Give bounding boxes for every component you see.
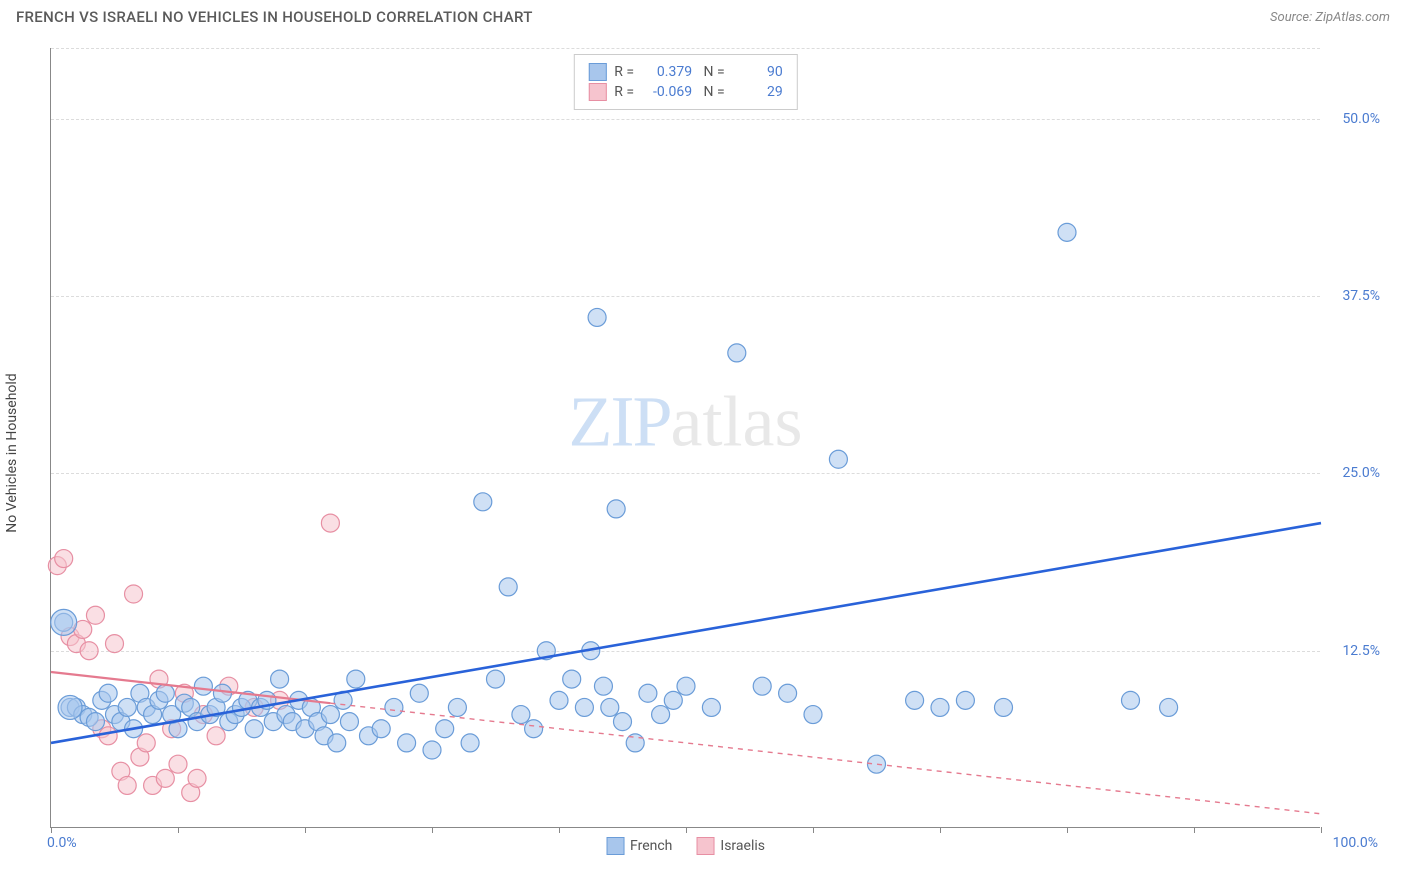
stat-r-label: R = — [614, 84, 634, 100]
x-axis-end-label: 100.0% — [1333, 835, 1378, 851]
chart-title: FRENCH VS ISRAELI NO VEHICLES IN HOUSEHO… — [16, 8, 533, 26]
stats-box: R = 0.379 N = 90 R = -0.069 N = 29 — [573, 54, 797, 110]
x-axis-start-label: 0.0% — [47, 835, 77, 851]
chart-container: No Vehicles in Household ZIPatlas R = 0.… — [50, 48, 1390, 858]
stat-r-value: 0.379 — [642, 64, 692, 80]
stat-n-label: N = — [700, 84, 725, 100]
stats-row-french: R = 0.379 N = 90 — [588, 63, 782, 81]
y-tick-label: 50.0% — [1342, 111, 1380, 127]
y-axis-label: No Vehicles in Household — [4, 373, 20, 532]
swatch-french — [606, 837, 624, 855]
swatch-french — [588, 63, 606, 81]
y-tick-label: 37.5% — [1342, 288, 1380, 304]
stat-n-label: N = — [700, 64, 725, 80]
stat-r-value: -0.069 — [642, 84, 692, 100]
stats-row-israelis: R = -0.069 N = 29 — [588, 83, 782, 101]
stat-n-value: 29 — [733, 84, 783, 100]
scatter-plot — [51, 48, 1321, 828]
legend: French Israelis — [606, 837, 765, 855]
legend-label: French — [630, 838, 672, 854]
legend-item-israelis: Israelis — [696, 837, 765, 855]
stat-n-value: 90 — [733, 64, 783, 80]
legend-item-french: French — [606, 837, 672, 855]
source-label: Source: ZipAtlas.com — [1270, 10, 1390, 25]
plot-area: ZIPatlas R = 0.379 N = 90 R = -0.069 N =… — [50, 48, 1320, 828]
swatch-israelis — [588, 83, 606, 101]
swatch-israelis — [696, 837, 714, 855]
legend-label: Israelis — [720, 838, 765, 854]
stat-r-label: R = — [614, 64, 634, 80]
y-tick-label: 25.0% — [1342, 465, 1380, 481]
y-tick-label: 12.5% — [1342, 643, 1380, 659]
